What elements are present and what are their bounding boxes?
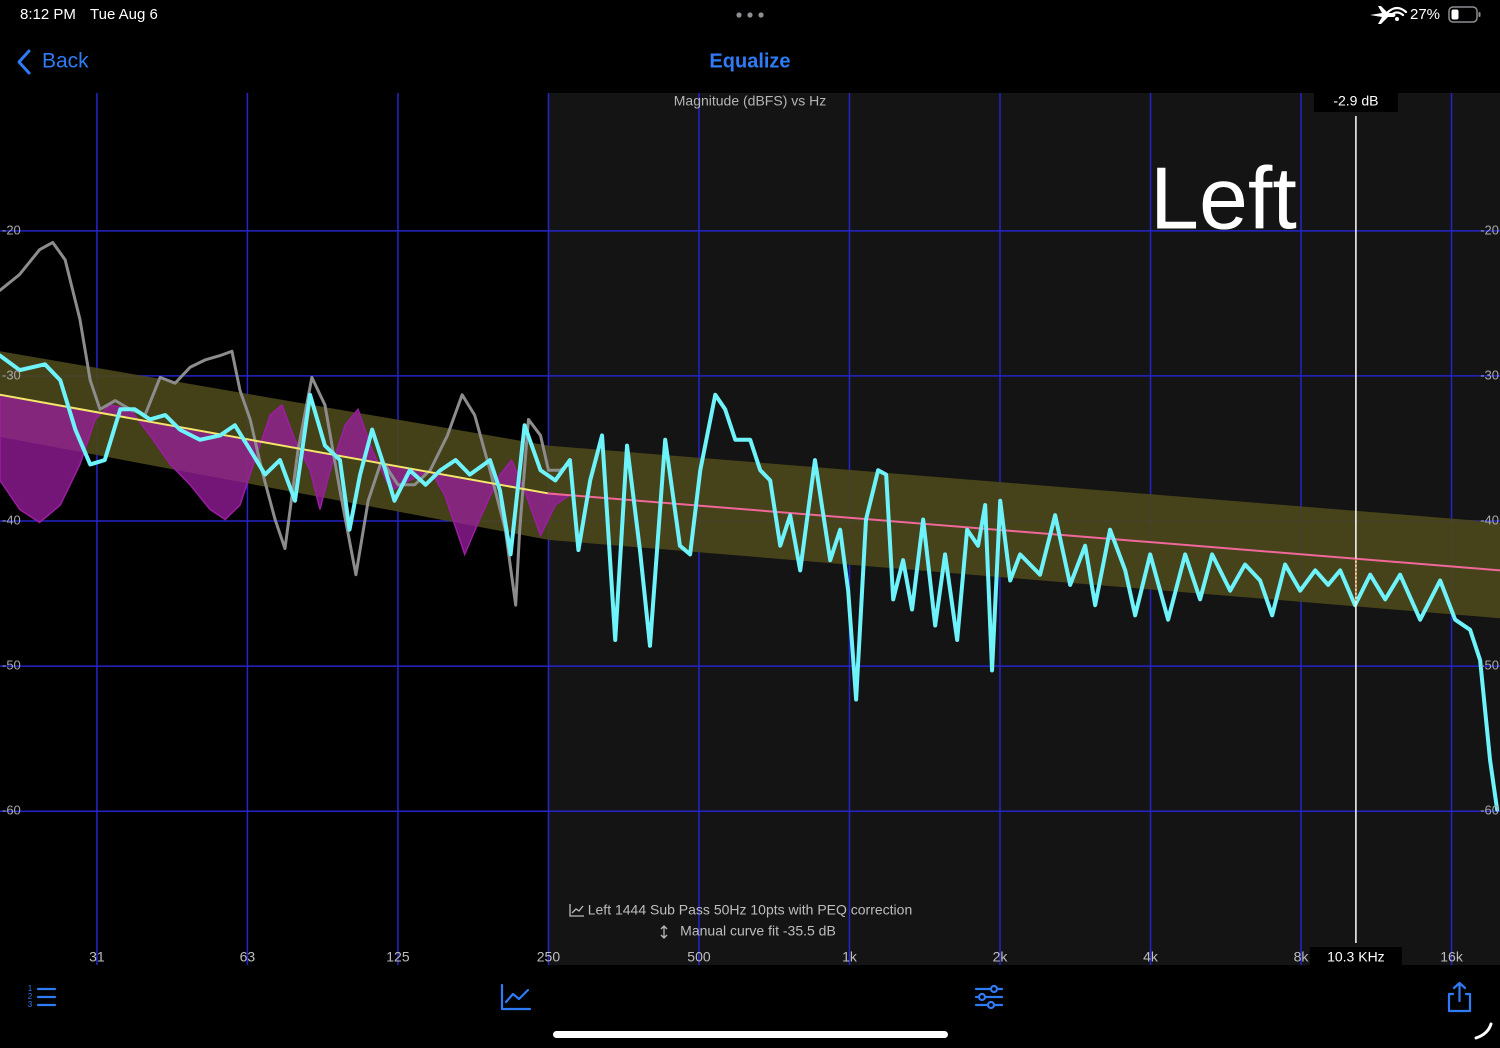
x-tick-label: 31 <box>89 949 105 965</box>
settings-button[interactable] <box>974 984 1004 1010</box>
note-arrow-icon <box>660 925 668 939</box>
airplane-icon <box>1370 6 1396 24</box>
battery-percent: 27% <box>1410 6 1440 23</box>
battery-level <box>1451 9 1459 20</box>
x-tick-label: 8k <box>1294 949 1310 965</box>
series-line <box>0 393 550 495</box>
y-tick-label-right: -30 <box>1480 367 1499 382</box>
y-tick-label: -40 <box>2 512 21 527</box>
note-chart-icon <box>569 904 584 917</box>
y-tick-label-right: -20 <box>1480 222 1499 237</box>
y-tick-label-right: -60 <box>1480 803 1499 818</box>
y-tick-label-right: -40 <box>1480 512 1499 527</box>
svg-text:1: 1 <box>28 984 33 993</box>
graph-button[interactable] <box>500 983 532 1011</box>
y-tick-label: -60 <box>2 803 21 818</box>
series-line <box>0 353 1500 812</box>
y-tick-label: -30 <box>2 367 21 382</box>
series-line <box>0 240 570 607</box>
battery-tip <box>1478 12 1481 17</box>
multitask-dots[interactable] <box>736 12 764 18</box>
status-date: Tue Aug 6 <box>90 6 158 23</box>
x-tick-label: 2k <box>993 949 1009 965</box>
y-tick-label: -50 <box>2 658 21 673</box>
nav-title: Equalize <box>709 50 790 72</box>
series-line <box>547 492 1500 572</box>
battery-outline <box>1448 6 1478 23</box>
cursor-label-bg <box>1313 92 1398 112</box>
x-tick-label: 1k <box>842 949 858 965</box>
y-tick-label: -20 <box>2 222 21 237</box>
back-chevron[interactable] <box>17 49 31 75</box>
x-tick-label: 500 <box>687 949 711 965</box>
y-tick-label-right: -50 <box>1480 658 1499 673</box>
list-button[interactable]: 1 2 3 <box>28 984 57 1009</box>
chart-title: Magnitude (dBFS) vs Hz <box>674 93 827 109</box>
cursor-x-label-bg <box>1309 947 1402 969</box>
x-tick-label: 63 <box>240 949 256 965</box>
channel-annotation: Left <box>1150 148 1297 247</box>
tolerance-band <box>0 351 1500 619</box>
plot: -2.9 dB 10.3 KHz 31 63 125 250 500 1k 2k 4k 8k 16k -… <box>0 92 1500 969</box>
x-tick-label: 125 <box>386 949 410 965</box>
status-time: 8:12 PM <box>20 6 76 23</box>
svg-text:2: 2 <box>28 992 33 1001</box>
back-button[interactable]: Back <box>42 50 89 73</box>
wifi-icon <box>1386 6 1408 17</box>
svg-text:3: 3 <box>28 1000 33 1009</box>
curve-note: Left 1444 Sub Pass 50Hz 10pts with PEQ c… <box>588 902 913 918</box>
wifi-dot <box>1395 17 1399 21</box>
cursor-delta-label: -2.9 dB <box>1333 93 1378 109</box>
x-tick-label: 16k <box>1440 949 1464 965</box>
corner-gesture <box>1474 1022 1493 1040</box>
fit-note: Manual curve fit -35.5 dB <box>680 923 836 939</box>
cursor-x-label: 10.3 KHz <box>1327 949 1385 965</box>
home-indicator <box>553 1031 948 1038</box>
share-button[interactable] <box>1447 981 1472 1013</box>
x-tick-label: 4k <box>1143 949 1159 965</box>
x-tick-label: 250 <box>537 949 561 965</box>
